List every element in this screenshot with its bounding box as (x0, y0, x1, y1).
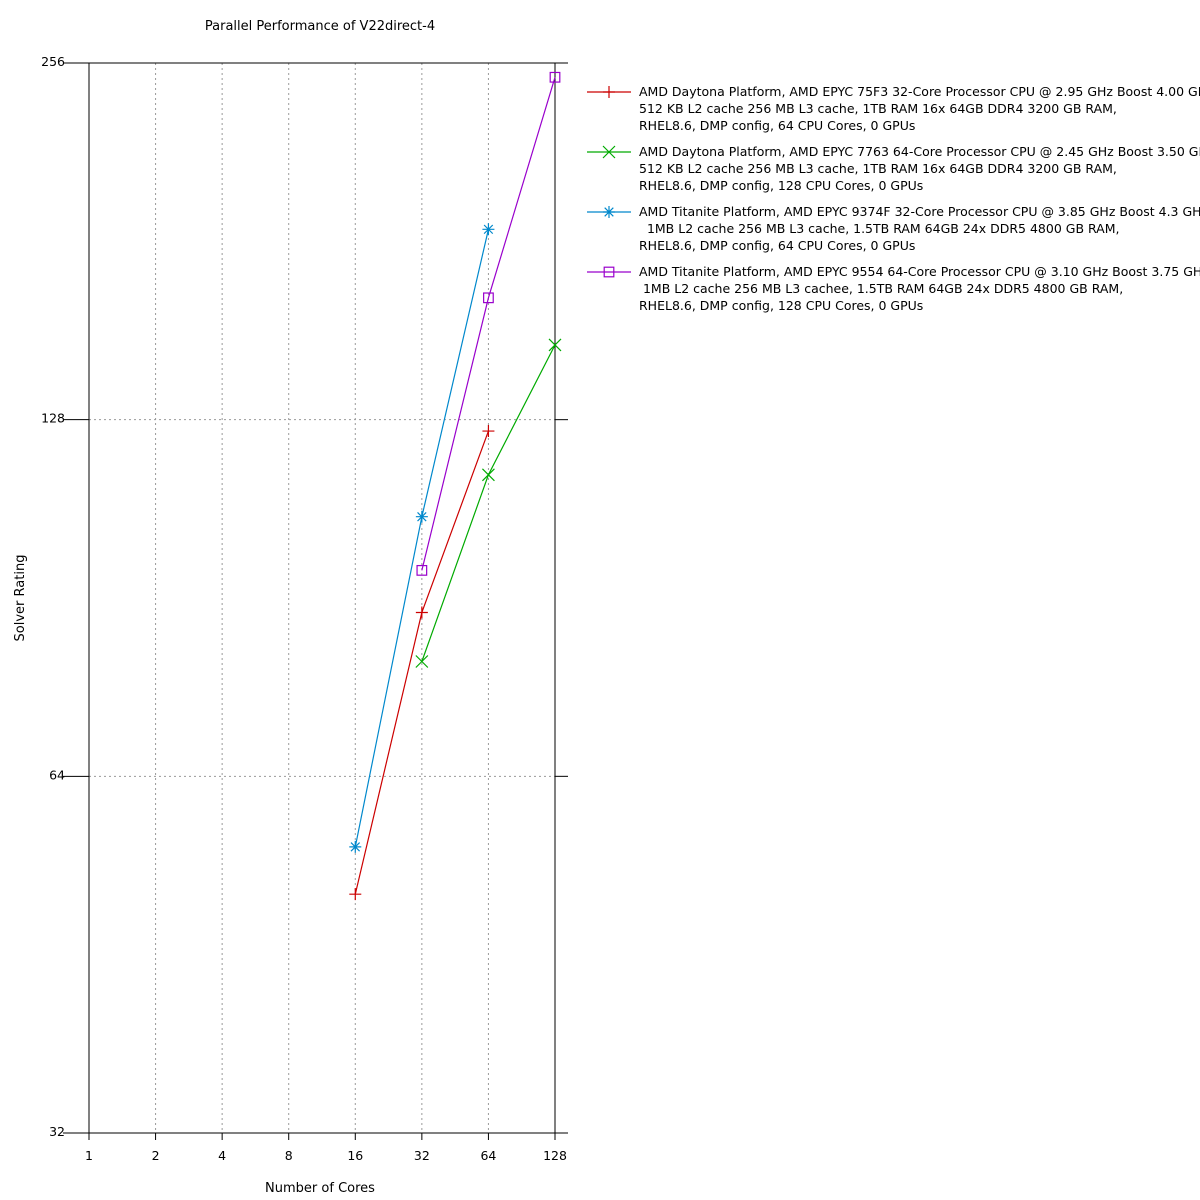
legend-label: AMD Daytona Platform, AMD EPYC 7763 64-C… (639, 144, 1200, 193)
series-4 (416, 71, 561, 576)
legend-item-1: AMD Daytona Platform, AMD EPYC 75F3 32-C… (587, 84, 1200, 133)
star-marker (603, 206, 615, 218)
x-marker (415, 655, 429, 668)
plus-marker (349, 888, 362, 901)
y-tick-label: 32 (49, 1124, 65, 1139)
legend-label: AMD Titanite Platform, AMD EPYC 9374F 32… (639, 204, 1200, 253)
x-tick-label: 32 (414, 1148, 430, 1163)
series-layer (349, 71, 562, 901)
x-tick-label: 64 (480, 1148, 496, 1163)
y-tick-label: 256 (41, 54, 65, 69)
legend-item-2: AMD Daytona Platform, AMD EPYC 7763 64-C… (587, 144, 1200, 193)
series-line (421, 77, 556, 571)
x-marker (602, 145, 616, 159)
star-marker (349, 840, 362, 853)
square-marker (416, 564, 428, 576)
legend: AMD Daytona Platform, AMD EPYC 75F3 32-C… (587, 84, 1200, 313)
x-axis-label: Number of Cores (265, 1181, 375, 1196)
legend-label: AMD Titanite Platform, AMD EPYC 9554 64-… (639, 264, 1200, 313)
x-marker (482, 468, 495, 482)
legend-label: AMD Daytona Platform, AMD EPYC 75F3 32-C… (639, 84, 1200, 133)
legend-item-3: AMD Titanite Platform, AMD EPYC 9374F 32… (587, 204, 1200, 253)
x-marker (548, 338, 562, 352)
x-tick-label: 16 (347, 1148, 363, 1163)
y-tick-label: 64 (49, 767, 65, 782)
plot-frame (88, 62, 556, 1134)
square-marker (603, 266, 615, 278)
grid (89, 63, 555, 1133)
y-tick-label: 128 (41, 411, 65, 426)
legend-item-4: AMD Titanite Platform, AMD EPYC 9554 64-… (587, 264, 1200, 313)
chart-title: Parallel Performance of V22direct-4 (205, 19, 435, 34)
x-tick-label: 2 (152, 1148, 160, 1163)
plus-marker (482, 425, 495, 438)
x-tick-label: 4 (218, 1148, 226, 1163)
square-marker (549, 71, 561, 83)
star-marker (482, 223, 495, 236)
square-marker (483, 292, 494, 304)
axis-ticks: 1 2 4 8 16 32 64 128 32 64 128 256 (41, 54, 568, 1163)
x-tick-label: 1 (85, 1148, 93, 1163)
star-marker (415, 510, 428, 523)
series-3 (349, 223, 495, 853)
plus-marker (603, 86, 615, 98)
x-tick-label: 8 (285, 1148, 293, 1163)
plus-marker (415, 606, 428, 619)
series-1 (349, 425, 495, 901)
y-axis-label: Solver Rating (13, 555, 28, 642)
x-tick-label: 128 (543, 1148, 567, 1163)
series-2 (415, 338, 562, 668)
